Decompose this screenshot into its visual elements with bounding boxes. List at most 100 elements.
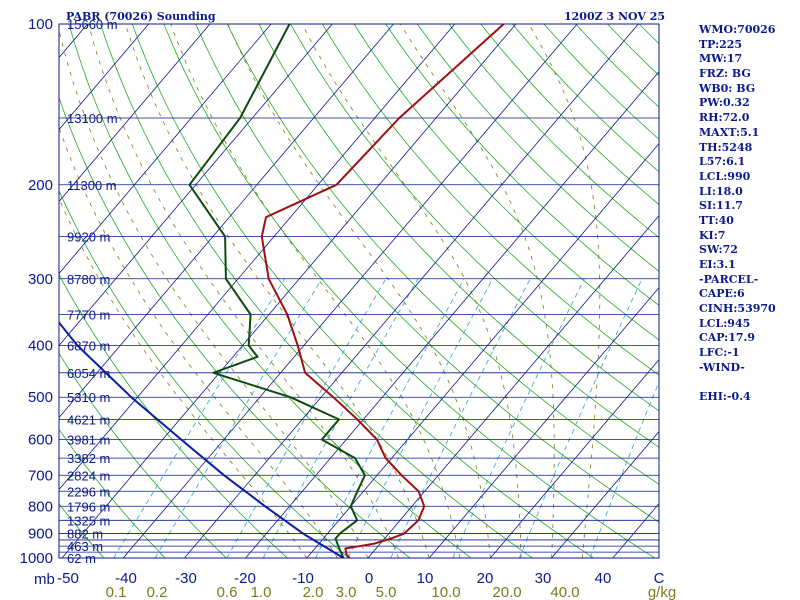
isotherm	[0, 24, 26, 558]
pressure-tick-label: 1000	[20, 550, 53, 567]
height-label: 15660 m	[67, 17, 118, 32]
temperature-tick-label: -20	[234, 570, 256, 587]
isotherm	[551, 431, 659, 558]
index-line: WMO:70026	[699, 23, 776, 36]
height-label: 6054 m	[67, 366, 110, 381]
plot-frame	[58, 23, 660, 559]
index-line: CAPE:6	[699, 287, 745, 301]
pressure-tick-label: 600	[28, 432, 53, 449]
height-label: 1325 m	[67, 513, 110, 528]
mixing-ratio-line	[518, 278, 643, 558]
index-line: FRZ: BG	[699, 67, 751, 81]
pressure-tick-label: 100	[28, 16, 53, 33]
index-line: KI:7	[699, 228, 726, 242]
isotherm	[59, 24, 211, 203]
index-line: L57:6.1	[699, 155, 746, 169]
height-label: 1796 m	[67, 499, 110, 514]
moist-adiabat	[88, 24, 399, 558]
index-line: EI:3.1	[699, 258, 736, 271]
height-label: 6870 m	[67, 339, 110, 354]
height-label: 8780 m	[67, 272, 110, 287]
moist-adiabat	[125, 24, 430, 558]
index-line: -WIND-	[699, 360, 745, 374]
mixing-ratio-tick-label: 2.0	[303, 584, 324, 600]
mixing-ratio-line	[452, 278, 585, 558]
mixing-ratio-tick-label: 40.0	[550, 584, 579, 600]
mixing-ratio-tick-label: 5.0	[376, 584, 397, 600]
height-label: 2296 m	[67, 484, 110, 499]
temperature-tick-label: -50	[57, 570, 79, 587]
temperature-tick-label: 30	[535, 570, 552, 587]
pressure-tick-label: 800	[28, 498, 53, 515]
height-label: 62 m	[67, 551, 96, 566]
parcel-line	[59, 320, 345, 558]
index-line: EHI:-0.4	[699, 390, 751, 404]
index-line: PW:0.32	[699, 96, 750, 110]
temperature-tick-label: -40	[115, 570, 137, 587]
isotherm	[428, 287, 659, 558]
pressure-tick-label: 300	[28, 271, 53, 288]
index-line: CAP:17.9	[699, 331, 756, 345]
temperature-tick-label: -30	[175, 570, 197, 587]
mixing-ratio-tick-label: 0.2	[147, 584, 168, 600]
height-label: 882 m	[67, 527, 103, 542]
height-label: 3382 m	[67, 451, 110, 466]
temperature-tick-label: C	[654, 570, 665, 587]
mixing-ratio-line	[262, 278, 419, 558]
height-label: 7770 m	[67, 308, 110, 323]
pressure-tick-label: 700	[28, 467, 53, 484]
dry-adiabat	[59, 189, 349, 558]
stability-indices-panel: WMO:70026 TP:225 MW:17 FRZ: BG WB0: BG PW:0.3…	[699, 23, 776, 405]
height-label: 11300 m	[67, 178, 117, 193]
isotherm	[59, 24, 394, 419]
index-line: -PARCEL-	[699, 272, 759, 286]
mixing-ratio-tick-label: 3.0	[336, 584, 357, 600]
index-line: TH:5248	[699, 140, 753, 154]
temperature-tick-label: 40	[595, 570, 612, 587]
temperature-line	[260, 24, 505, 558]
moist-adiabat	[170, 24, 461, 558]
index-line: RH:72.0	[699, 111, 750, 125]
height-label: 4621 m	[67, 412, 110, 427]
index-line: WB0: BG	[699, 81, 756, 95]
height-label: 463 m	[67, 539, 103, 554]
isotherm	[59, 24, 456, 491]
index-line: MW:17	[699, 52, 743, 66]
isotherm	[59, 24, 333, 347]
index-line: LCL:990	[699, 169, 751, 183]
pressure-unit-label: mb	[34, 571, 55, 588]
isotherm	[490, 359, 659, 558]
isotherm	[59, 24, 272, 275]
index-line: LI:18.0	[699, 184, 743, 198]
index-line: CINH:53970	[699, 302, 776, 316]
mixing-ratio-tick-label: 1.0	[251, 584, 272, 600]
chart-grid	[0, 24, 659, 558]
index-line: LFC:-1	[699, 346, 740, 360]
index-line: SW:72	[699, 243, 738, 257]
dry-adiabat	[195, 24, 659, 523]
sounding-time: 1200Z 3 NOV 25	[564, 10, 665, 23]
pressure-tick-label: 500	[28, 389, 53, 406]
pressure-tick-label: 400	[28, 338, 53, 355]
isotherm	[61, 24, 517, 558]
dry-adiabat	[163, 24, 655, 558]
mixing-ratio-line	[154, 278, 323, 558]
index-line: TT:40	[699, 213, 734, 227]
isotherm	[122, 24, 578, 558]
height-label: 2824 m	[67, 468, 110, 483]
dry-adiabat	[226, 24, 659, 485]
height-label: 13100 m	[67, 111, 118, 126]
temperature-tick-label: 0	[365, 570, 373, 587]
index-line: TP:225	[699, 37, 743, 51]
index-line	[699, 376, 776, 391]
pressure-tick-label: 200	[28, 177, 53, 194]
dewpoint-line	[188, 24, 366, 558]
temperature-tick-label: 20	[477, 570, 494, 587]
height-label: 9920 m	[67, 229, 110, 244]
isotherm	[184, 24, 639, 558]
temperature-tick-label: -10	[292, 570, 314, 587]
mixing-ratio-tick-label: 10.0	[431, 584, 460, 600]
mixing-ratio-tick-label: 0.1	[106, 584, 127, 600]
